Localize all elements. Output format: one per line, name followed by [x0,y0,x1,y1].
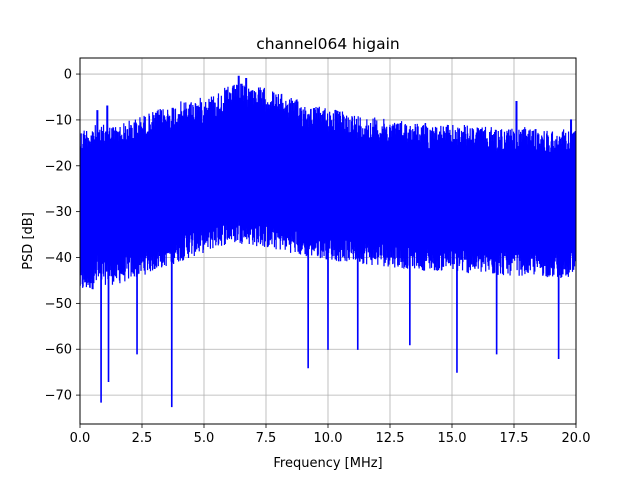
x-tick-label: 10.0 [314,431,343,446]
psd-trace-line [80,75,576,408]
x-tick-label: 20.0 [562,431,591,446]
y-tick-label: −50 [45,297,72,312]
y-tick-label: −10 [45,113,72,128]
x-tick-label: 7.5 [256,431,277,446]
y-tick-label: −20 [45,159,72,174]
x-tick-label: 15.0 [438,431,467,446]
y-tick-label: −30 [45,205,72,220]
x-tick-label: 12.5 [376,431,405,446]
x-tick-label: 2.5 [132,431,153,446]
y-tick-label: −70 [45,389,72,404]
y-axis: 0 −10 −20 −30 −40 −50 −60 −70 [45,68,80,404]
y-tick-label: 0 [64,68,72,83]
series-layer [80,75,576,408]
x-tick-label: 17.5 [500,431,529,446]
y-axis-title: PSD [dB] [21,212,36,270]
chart-title: channel064 higain [256,35,399,53]
y-tick-label: −40 [45,251,72,266]
y-tick-label: −60 [45,343,72,358]
x-axis-title: Frequency [MHz] [273,456,382,471]
x-tick-label: 0.0 [70,431,91,446]
x-axis: 0.0 2.5 5.0 7.5 10.0 12.5 15.0 17.5 20.0 [70,424,591,446]
x-tick-label: 5.0 [194,431,215,446]
